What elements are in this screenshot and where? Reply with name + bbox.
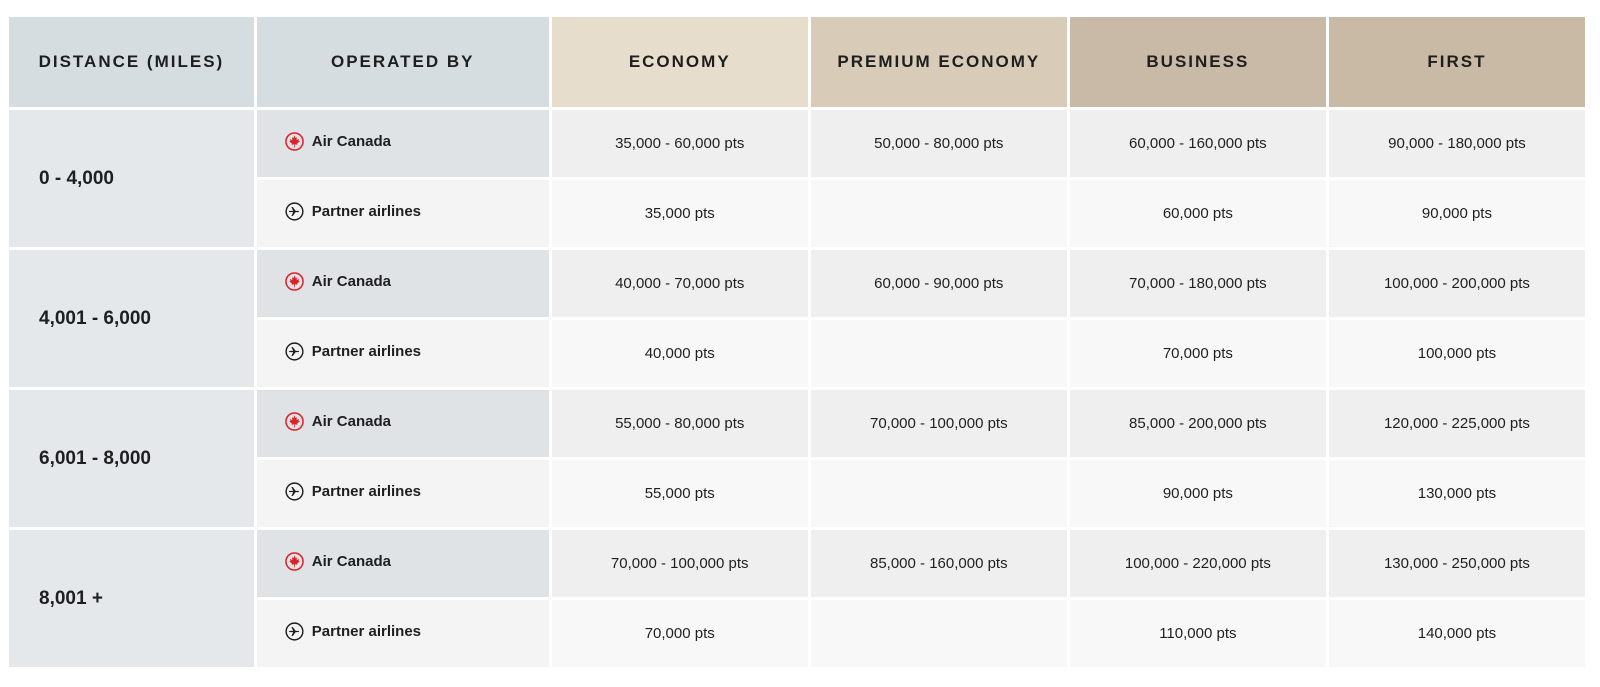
table-row: Partner airlines 70,000 pts 110,000 pts 140… <box>8 597 1589 670</box>
first-points: 130,000 - 250,000 pts <box>1325 527 1589 600</box>
operator: Air Canada <box>284 272 391 291</box>
operator: Air Canada <box>284 412 391 431</box>
distance-range: 0 - 4,000 <box>6 107 257 250</box>
header-economy: ECONOMY <box>548 14 811 110</box>
operator: Partner airlines <box>285 342 421 361</box>
distance-range: 6,001 - 8,000 <box>6 387 257 530</box>
economy-points: 55,000 pts <box>548 457 811 530</box>
table-row: 0 - 4,000 Air Canada 35,000 - 60,000 pts 5… <box>6 107 1589 250</box>
maple-leaf-icon <box>284 132 304 151</box>
premium-economy-points <box>807 317 1070 390</box>
business-points: 70,000 pts <box>1066 317 1329 390</box>
first-points: 90,000 pts <box>1325 177 1589 250</box>
operator-cell: Partner airlines <box>253 597 552 670</box>
header-premium-economy: PREMIUM ECONOMY <box>807 14 1070 110</box>
table-row: 6,001 - 8,000 Air Canada 55,000 - 80,000 … <box>6 387 1589 530</box>
airplane-icon <box>285 342 304 361</box>
table-row: Partner airlines 35,000 pts 60,000 pts 90,0… <box>8 177 1589 250</box>
operator: Partner airlines <box>285 482 421 501</box>
business-points: 60,000 - 160,000 pts <box>1066 107 1329 180</box>
operator-label: Air Canada <box>311 413 391 430</box>
first-points: 120,000 - 225,000 pts <box>1325 387 1589 460</box>
operator-label: Air Canada <box>311 553 391 570</box>
operator-cell: Air Canada <box>253 107 552 180</box>
premium-economy-points: 85,000 - 160,000 pts <box>807 527 1070 600</box>
header-business: BUSINESS <box>1066 14 1329 110</box>
airplane-icon <box>285 202 304 221</box>
premium-economy-points: 50,000 - 80,000 pts <box>807 107 1070 180</box>
premium-economy-points <box>807 177 1070 250</box>
award-chart-table: DISTANCE (MILES) OPERATED BY ECONOMY PRE… <box>6 14 1589 670</box>
economy-points: 40,000 pts <box>548 317 811 390</box>
economy-points: 70,000 pts <box>548 597 811 670</box>
header-first: FIRST <box>1325 14 1589 110</box>
economy-points: 40,000 - 70,000 pts <box>548 247 811 320</box>
header-row: DISTANCE (MILES) OPERATED BY ECONOMY PRE… <box>6 14 1589 110</box>
first-points: 130,000 pts <box>1325 457 1589 530</box>
distance-range: 4,001 - 6,000 <box>6 247 257 390</box>
operator: Partner airlines <box>285 622 421 641</box>
premium-economy-points <box>807 597 1070 670</box>
operator-label: Partner airlines <box>311 483 422 500</box>
operator-cell: Partner airlines <box>253 317 552 390</box>
business-points: 100,000 - 220,000 pts <box>1066 527 1329 600</box>
operator-cell: Air Canada <box>253 527 552 600</box>
operator-label: Partner airlines <box>311 623 422 640</box>
table-row: 4,001 - 6,000 Air Canada 40,000 - 70,000 … <box>6 247 1589 390</box>
premium-economy-points: 60,000 - 90,000 pts <box>807 247 1070 320</box>
header-operated-by: OPERATED BY <box>253 14 552 110</box>
table-row: Partner airlines 40,000 pts 70,000 pts 100,… <box>8 317 1589 390</box>
table-row: Partner airlines 55,000 pts 90,000 pts 130,… <box>8 457 1589 530</box>
header-distance: DISTANCE (MILES) <box>6 14 257 110</box>
operator-cell: Air Canada <box>253 247 552 320</box>
first-points: 90,000 - 180,000 pts <box>1325 107 1589 180</box>
operator: Partner airlines <box>285 202 421 221</box>
first-points: 140,000 pts <box>1325 597 1589 670</box>
operator-label: Partner airlines <box>311 343 422 360</box>
economy-points: 35,000 - 60,000 pts <box>548 107 811 180</box>
operator-label: Air Canada <box>311 273 391 290</box>
operator-label: Air Canada <box>311 133 391 150</box>
operator-cell: Air Canada <box>253 387 552 460</box>
economy-points: 70,000 - 100,000 pts <box>548 527 811 600</box>
business-points: 60,000 pts <box>1066 177 1329 250</box>
premium-economy-points: 70,000 - 100,000 pts <box>807 387 1070 460</box>
business-points: 110,000 pts <box>1066 597 1329 670</box>
operator: Air Canada <box>284 552 391 571</box>
first-points: 100,000 pts <box>1325 317 1589 390</box>
economy-points: 35,000 pts <box>548 177 811 250</box>
airplane-icon <box>285 622 304 641</box>
distance-range: 8,001 + <box>6 527 257 670</box>
operator-label: Partner airlines <box>311 203 422 220</box>
operator-cell: Partner airlines <box>253 457 552 530</box>
maple-leaf-icon <box>284 412 304 431</box>
economy-points: 55,000 - 80,000 pts <box>548 387 811 460</box>
business-points: 90,000 pts <box>1066 457 1329 530</box>
table-row: 8,001 + Air Canada 70,000 - 100,000 pts 85… <box>6 527 1589 670</box>
business-points: 70,000 - 180,000 pts <box>1066 247 1329 320</box>
maple-leaf-icon <box>284 552 304 571</box>
operator-cell: Partner airlines <box>253 177 552 250</box>
maple-leaf-icon <box>284 272 304 291</box>
business-points: 85,000 - 200,000 pts <box>1066 387 1329 460</box>
operator: Air Canada <box>284 132 391 151</box>
first-points: 100,000 - 200,000 pts <box>1325 247 1589 320</box>
premium-economy-points <box>807 457 1070 530</box>
airplane-icon <box>285 482 304 501</box>
